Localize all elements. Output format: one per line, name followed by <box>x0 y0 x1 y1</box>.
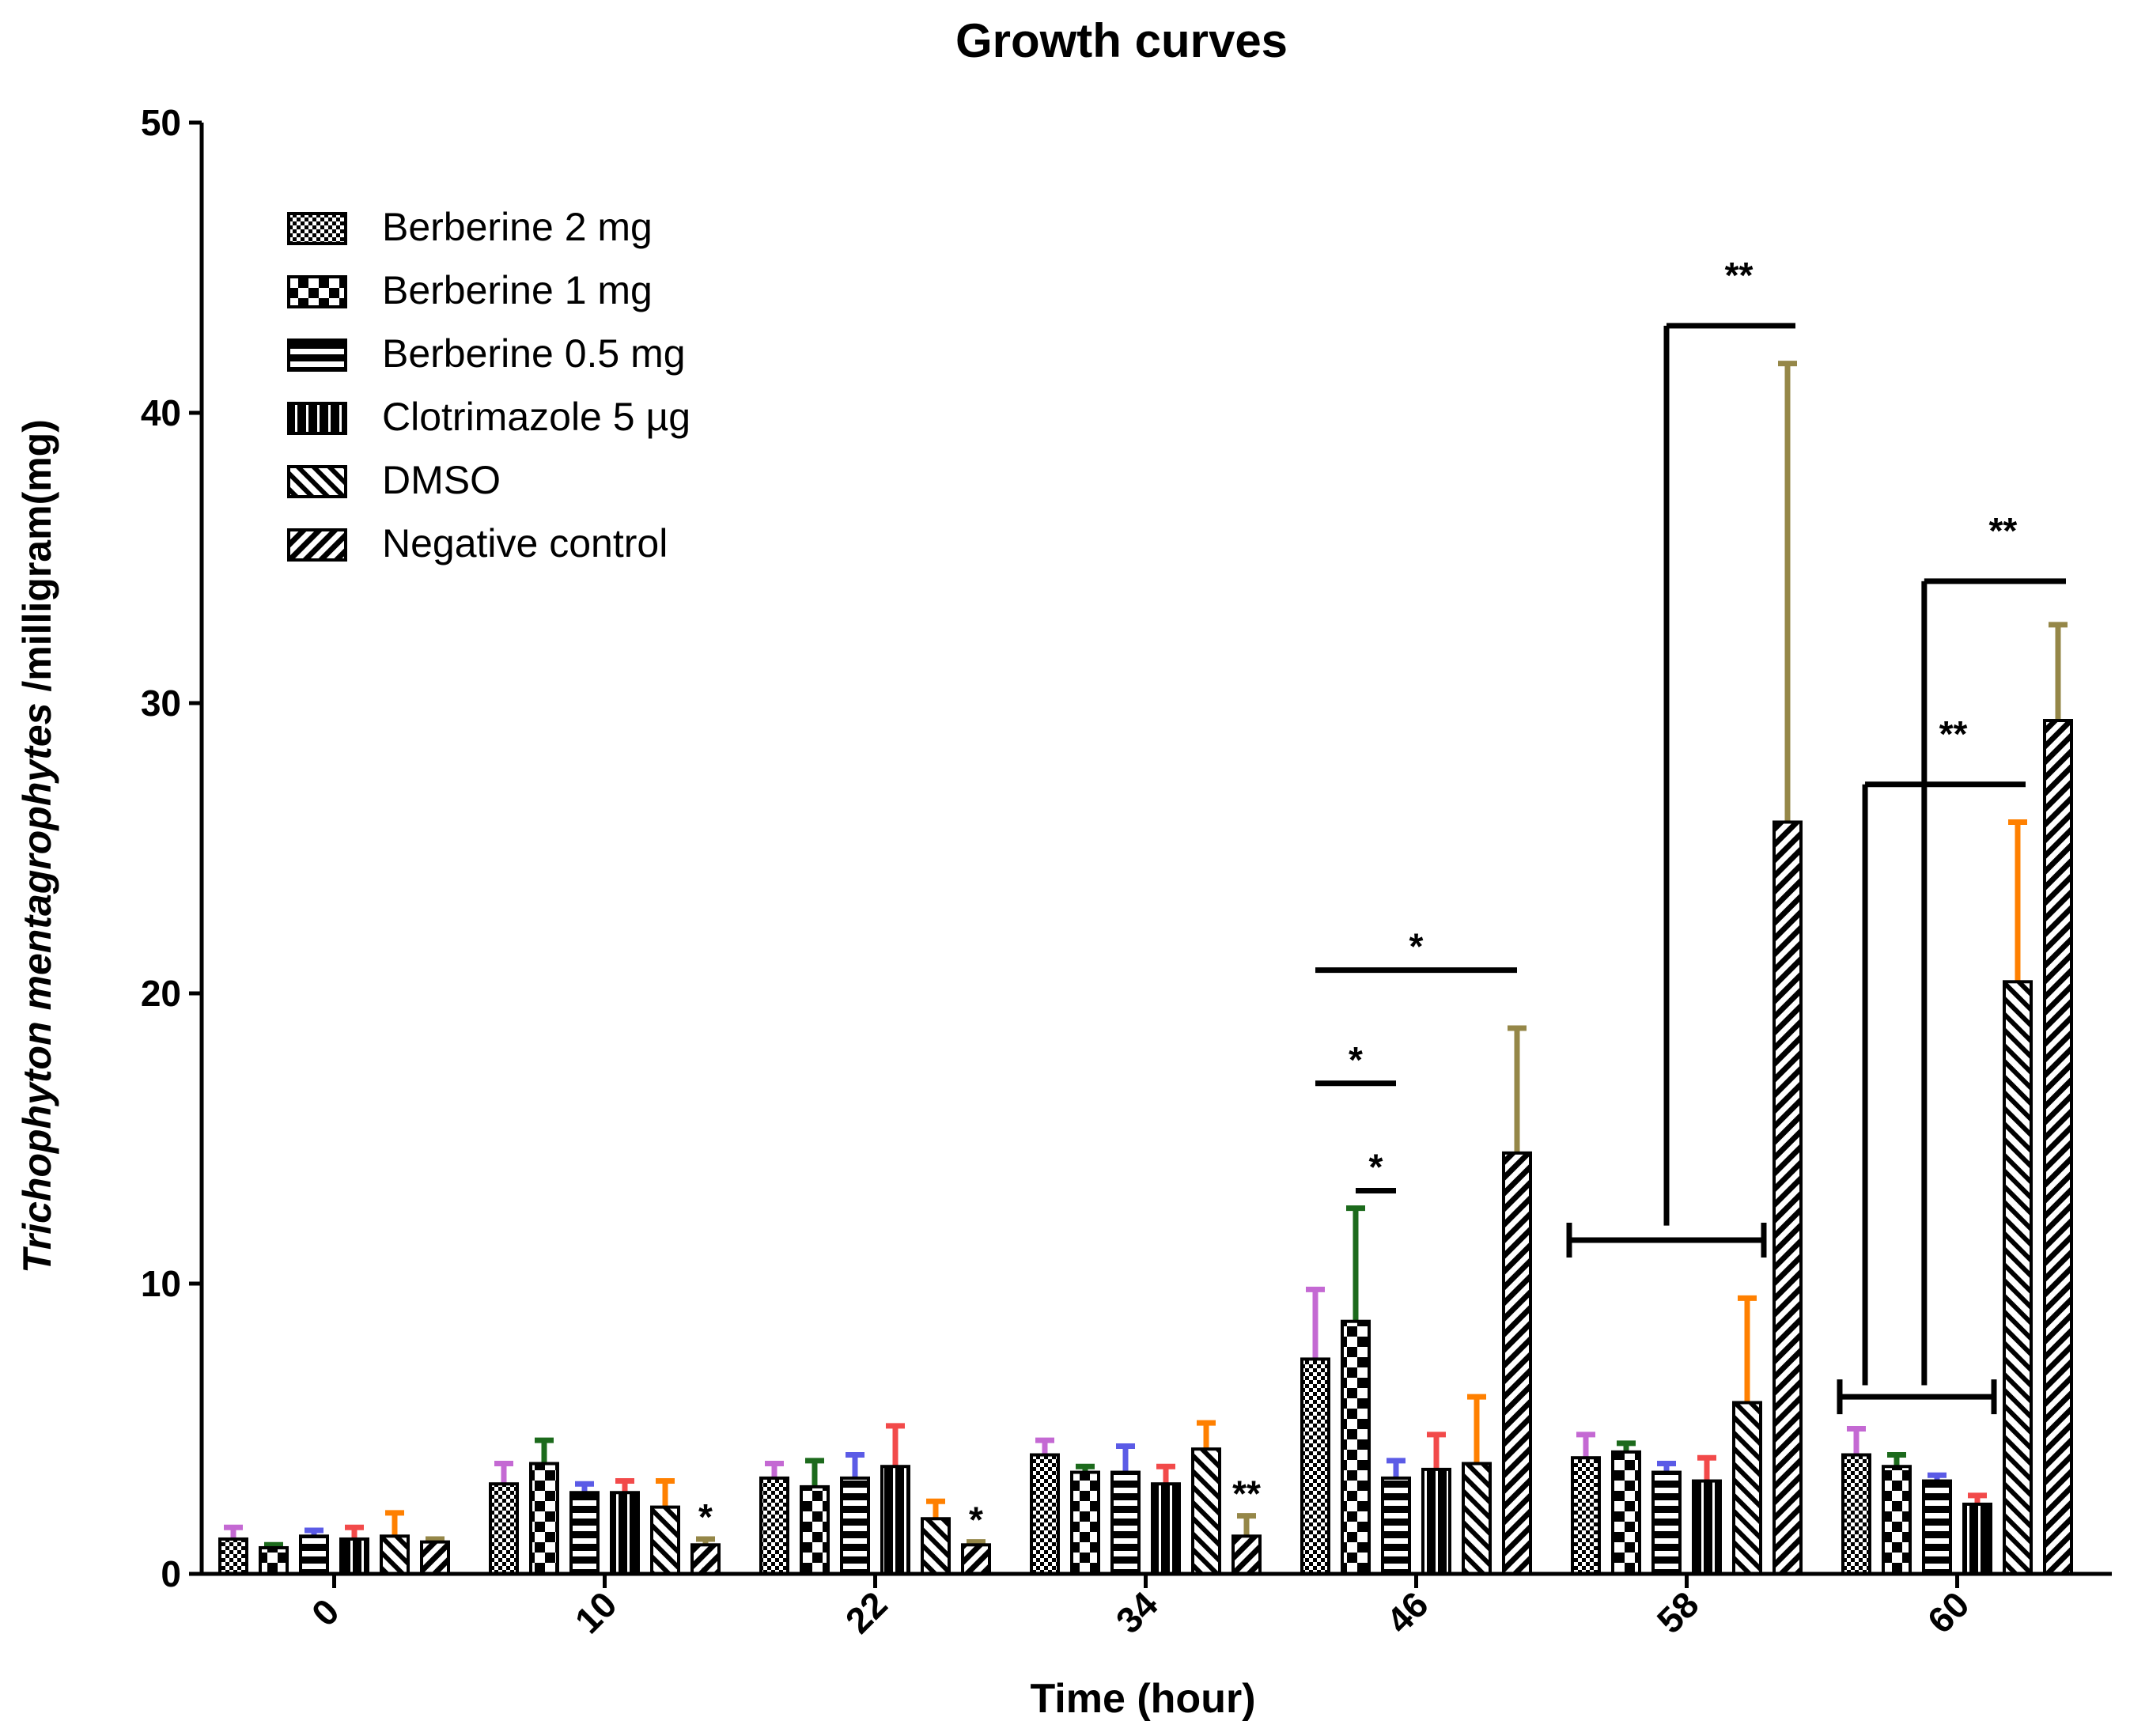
bar <box>1030 1453 1060 1576</box>
bar <box>1421 1467 1451 1575</box>
bar <box>650 1505 680 1575</box>
bar <box>1300 1357 1330 1576</box>
bar <box>1772 820 1803 1575</box>
legend-swatch <box>287 402 347 435</box>
bar <box>2043 719 2073 1575</box>
legend-swatch <box>287 275 347 308</box>
bar <box>1692 1479 1722 1576</box>
chart-title: Growth curves <box>955 14 1288 67</box>
y-tick-label: 20 <box>141 973 181 1014</box>
bar <box>1651 1470 1682 1576</box>
legend-swatch <box>287 528 347 562</box>
bar <box>489 1482 519 1575</box>
bar <box>1191 1447 1221 1575</box>
bar <box>1231 1534 1262 1576</box>
bar <box>690 1543 721 1576</box>
significance-label: * <box>1349 1039 1363 1080</box>
y-tick-label: 0 <box>161 1553 181 1594</box>
significance-label: ** <box>1725 255 1754 296</box>
bar <box>1381 1476 1411 1576</box>
bar <box>840 1476 870 1576</box>
bar <box>1341 1319 1371 1575</box>
bar <box>800 1484 830 1576</box>
bar <box>529 1462 559 1576</box>
legend-label: Berberine 1 mg <box>382 268 653 312</box>
bar <box>1151 1482 1181 1575</box>
legend-item: Berberine 2 mg <box>287 205 653 249</box>
y-axis-label-italic: Trichophyton mentagrophytes <box>15 703 59 1273</box>
bar <box>1110 1470 1141 1576</box>
x-tick-label: 10 <box>567 1583 625 1641</box>
legend-item: Clotrimazole 5 µg <box>287 395 690 439</box>
svg-text:Trichophyton mentagrophytes /m: Trichophyton mentagrophytes /milligram(m… <box>15 419 59 1273</box>
bar <box>1962 1502 1992 1576</box>
bar <box>218 1537 248 1575</box>
bar <box>1462 1462 1492 1576</box>
significance-label: ** <box>1989 510 2018 551</box>
bar <box>1571 1456 1601 1575</box>
x-axis-label: Time (hour) <box>1030 1676 1255 1722</box>
legend-label: Negative control <box>382 521 668 565</box>
bar <box>420 1540 450 1576</box>
bar <box>921 1517 951 1576</box>
y-tick-label: 30 <box>141 683 181 724</box>
y-tick-label: 50 <box>141 102 181 143</box>
bar <box>759 1476 789 1576</box>
significance-label: * <box>1369 1147 1383 1188</box>
bar <box>339 1537 369 1575</box>
significance-annotation: * <box>969 1500 983 1541</box>
bar <box>259 1545 289 1575</box>
x-tick-label: 0 <box>304 1590 347 1634</box>
bar <box>1732 1401 1762 1575</box>
legend-item: Berberine 1 mg <box>287 268 653 312</box>
legend-label: Clotrimazole 5 µg <box>382 395 690 439</box>
bar <box>961 1543 991 1576</box>
bar <box>380 1534 410 1576</box>
x-tick-label: 34 <box>1108 1583 1166 1641</box>
legend-label: Berberine 0.5 mg <box>382 331 686 376</box>
significance-label: ** <box>1939 713 1968 755</box>
legend: Berberine 2 mg Berberine 1 mg Berberine 0.… <box>287 205 690 565</box>
x-tick-label: 60 <box>1920 1583 1977 1641</box>
bar <box>2003 980 2033 1575</box>
bar <box>610 1491 640 1575</box>
y-tick-label: 40 <box>141 392 181 433</box>
y-axis-label: Trichophyton mentagrophytes /milligram(m… <box>15 419 59 1273</box>
x-tick-label: 46 <box>1379 1583 1436 1641</box>
bar <box>1611 1450 1641 1575</box>
bar <box>1922 1479 1952 1576</box>
bar <box>1070 1470 1100 1576</box>
legend-swatch <box>287 465 347 498</box>
significance-annotation: * <box>698 1496 713 1537</box>
legend-swatch <box>287 212 347 245</box>
y-axis-label-unit: /milligram(mg) <box>15 419 59 702</box>
legend-label: Berberine 2 mg <box>382 205 653 249</box>
legend-swatch <box>287 339 347 372</box>
bar <box>1841 1453 1871 1576</box>
legend-item: DMSO <box>287 458 501 502</box>
bar <box>880 1465 910 1575</box>
x-tick-label: 22 <box>838 1583 895 1641</box>
significance-annotation: ** <box>1232 1473 1261 1515</box>
bar <box>1502 1151 1532 1575</box>
y-tick-label: 10 <box>141 1263 181 1304</box>
legend-item: Negative control <box>287 521 668 565</box>
bar <box>299 1534 329 1576</box>
significance-label: * <box>1409 926 1424 967</box>
x-tick-label: 58 <box>1649 1583 1707 1641</box>
legend-label: DMSO <box>382 458 501 502</box>
bar <box>569 1491 600 1575</box>
bar <box>1882 1465 1912 1575</box>
legend-item: Berberine 0.5 mg <box>287 331 686 376</box>
